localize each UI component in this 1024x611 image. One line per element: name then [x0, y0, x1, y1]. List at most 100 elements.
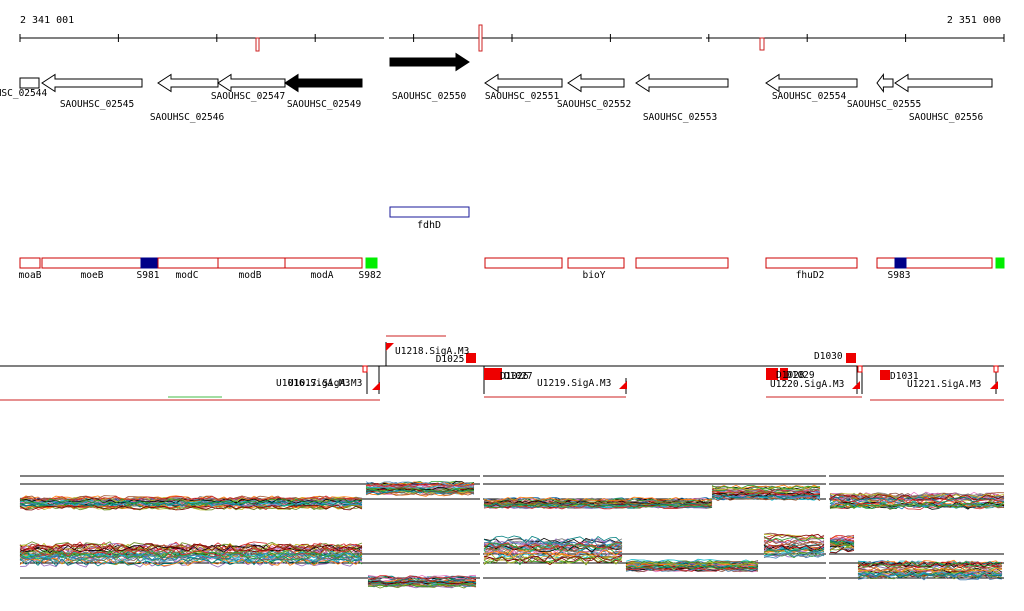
- promoter-label: D1025: [436, 354, 465, 365]
- expression-line: [829, 498, 1005, 505]
- ruler-ticks: [19, 34, 1005, 42]
- expression-line: [483, 490, 821, 510]
- promoter-mark[interactable]: [846, 353, 856, 363]
- promoter-mark[interactable]: [852, 381, 860, 389]
- gene-arrow[interactable]: [389, 52, 470, 72]
- expression-line: [829, 540, 1003, 568]
- expression-line: [19, 550, 477, 588]
- operon-label: bioY: [583, 270, 606, 281]
- coordinate-ruler: 2 341 001 2 351 000: [19, 15, 1005, 52]
- promoter-label: D1029: [786, 370, 815, 381]
- promoter-mark[interactable]: [386, 343, 394, 351]
- promoter-label: U1218.SigA.M3: [395, 346, 469, 357]
- expression-line: [19, 557, 477, 584]
- gene-label: SAOUHSC_02551: [485, 91, 560, 102]
- promoter-mark[interactable]: [492, 368, 500, 380]
- gene-arrow[interactable]: [484, 73, 563, 93]
- operon-box[interactable]: [140, 257, 159, 269]
- promoter-mark[interactable]: [880, 370, 890, 380]
- gene-label: SAOUHSC_02554: [772, 91, 847, 102]
- expression-line: [19, 483, 475, 502]
- operon-box[interactable]: [217, 257, 286, 269]
- expression-line: [829, 548, 1003, 569]
- operon-label: fhuD2: [796, 270, 825, 281]
- expression-line: [829, 501, 1005, 508]
- promoter-mark[interactable]: [372, 382, 380, 390]
- gene-label: SAOUHSC_02547: [211, 91, 285, 102]
- operon-label: modC: [176, 270, 199, 281]
- operon-box[interactable]: [284, 257, 363, 269]
- expression-line: [829, 545, 1003, 572]
- ruler-end-coord: 2 351 000: [947, 15, 1001, 26]
- feature-box-fdhD[interactable]: [389, 206, 470, 218]
- expression-gap: [826, 466, 829, 596]
- operon-label: moeB: [81, 270, 104, 281]
- operon-box[interactable]: [876, 257, 993, 269]
- promoter-mark[interactable]: [993, 365, 999, 373]
- gene-arrow[interactable]: [217, 73, 286, 93]
- expression-line: [829, 494, 1005, 501]
- expression-track-upper: [19, 475, 1005, 511]
- operon-box[interactable]: [995, 257, 1005, 269]
- gene-label: SAOUHSC_02553: [643, 112, 717, 123]
- promoter-label: U1219.SigA.M3: [537, 378, 611, 389]
- promoter-label: D1030: [814, 351, 843, 362]
- operon-box[interactable]: [19, 257, 41, 269]
- gene-track: SAOUHSC_02544 SAOUHSC_02545 SAOUHSC_02546 S…: [0, 52, 993, 123]
- gene-label: SAOUHSC_02552: [557, 99, 631, 110]
- promoter-label: D1031: [890, 371, 919, 382]
- gene-arrow[interactable]: [19, 77, 40, 89]
- operon-box[interactable]: [41, 257, 143, 269]
- promoter-mark[interactable]: [619, 381, 627, 389]
- gene-label: SAOUHSC_02546: [150, 112, 225, 123]
- expression-gap: [480, 466, 483, 596]
- promoter-mark[interactable]: [990, 381, 998, 389]
- gene-label: SAOUHSC_02544: [0, 88, 47, 99]
- operon-box[interactable]: [765, 257, 858, 269]
- operon-box[interactable]: [484, 257, 563, 269]
- expression-line: [829, 492, 1004, 499]
- gene-arrow[interactable]: [876, 73, 894, 93]
- operon-track: moaB moeB S981 modC modB modA S982 bioY fhuD2 S98…: [19, 257, 1005, 281]
- ruler-start-coord: 2 341 001: [20, 15, 74, 26]
- expression-line: [19, 487, 475, 504]
- promoter-mark[interactable]: [466, 353, 476, 363]
- operon-box[interactable]: [894, 257, 907, 269]
- gene-arrow[interactable]: [284, 73, 363, 93]
- operon-box[interactable]: [567, 257, 625, 269]
- promoter-label: U1017.SigA.M3: [288, 378, 362, 389]
- promoter-label: U1221.SigA.M3: [907, 379, 981, 390]
- gene-arrow[interactable]: [765, 73, 858, 93]
- gene-arrow[interactable]: [894, 73, 993, 93]
- promoter-label: U1016.SigA.M3: [276, 378, 350, 389]
- operon-box[interactable]: [365, 257, 378, 269]
- expression-line: [829, 501, 1005, 509]
- operon-box[interactable]: [157, 257, 219, 269]
- gene-arrow[interactable]: [635, 73, 729, 93]
- expression-line: [829, 495, 1005, 503]
- ruler-gap-mark: [255, 37, 260, 52]
- promoter-label: D1026: [500, 371, 529, 382]
- gene-arrow[interactable]: [157, 73, 219, 93]
- expression-line: [19, 543, 477, 585]
- ruler-break: [702, 34, 706, 42]
- ruler-gap-marks: [255, 24, 765, 52]
- promoter-mark[interactable]: [766, 368, 778, 380]
- operon-label: S983: [888, 270, 911, 281]
- gene-arrow[interactable]: [567, 73, 625, 93]
- promoter-mark[interactable]: [780, 368, 788, 380]
- operon-box[interactable]: [635, 257, 729, 269]
- operon-label: modB: [239, 270, 262, 281]
- promoter-mark[interactable]: [362, 365, 368, 373]
- operon-label: S981: [137, 270, 160, 281]
- promoter-mark[interactable]: [857, 365, 863, 373]
- expression-line: [829, 499, 1005, 507]
- ruler-break: [384, 34, 389, 42]
- gene-label: SAOUHSC_02549: [287, 99, 362, 110]
- operon-label: modA: [311, 270, 334, 281]
- expression-line: [483, 538, 825, 572]
- promoter-label: U1220.SigA.M3: [770, 379, 844, 390]
- gene-arrow[interactable]: [41, 73, 143, 93]
